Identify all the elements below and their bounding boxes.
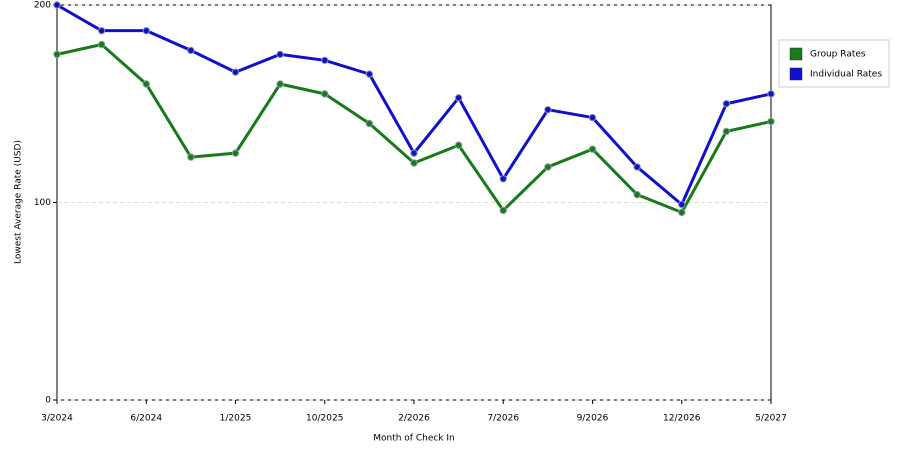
point <box>187 153 195 161</box>
series-line <box>56 3 772 206</box>
point <box>321 90 329 98</box>
point <box>53 1 61 9</box>
x-tick-label: 12/2026 <box>663 414 701 424</box>
point <box>678 208 686 217</box>
point <box>276 80 284 88</box>
y-tick-label: 200 <box>34 1 51 11</box>
x-tick-label: 9/2026 <box>577 414 609 424</box>
point <box>410 149 418 157</box>
point <box>142 26 150 35</box>
point <box>231 68 240 76</box>
legend-swatch <box>789 47 803 61</box>
point <box>499 206 507 215</box>
x-axis-label: Month of Check In <box>373 434 455 444</box>
point <box>142 80 150 88</box>
series-line <box>56 43 772 214</box>
point <box>365 70 374 78</box>
point <box>633 190 641 199</box>
x-tick-label: 1/2025 <box>220 414 252 424</box>
point <box>544 105 552 114</box>
x-tick-label: 6/2024 <box>130 414 162 424</box>
y-tick-label: 0 <box>45 396 51 406</box>
legend-label: Group Rates <box>810 50 866 60</box>
y-axis-label: Lowest Average Rate (USD) <box>14 140 24 264</box>
x-tick-label: 2/2026 <box>398 414 430 424</box>
point <box>53 50 61 59</box>
point <box>633 163 641 171</box>
x-tick-label: 3/2024 <box>41 414 73 424</box>
point <box>678 200 686 209</box>
point <box>722 100 731 108</box>
point <box>499 175 507 183</box>
x-tick-label: 5/2027 <box>755 414 787 424</box>
point <box>588 145 597 153</box>
point <box>767 90 775 98</box>
point <box>321 56 329 64</box>
point <box>97 26 106 35</box>
x-tick-label: 10/2025 <box>306 414 343 424</box>
y-tick-label: 100 <box>34 198 51 208</box>
point <box>410 159 418 167</box>
point <box>588 113 597 122</box>
legend-swatch <box>789 67 803 81</box>
point <box>276 50 284 59</box>
point <box>231 149 240 157</box>
point <box>767 117 775 126</box>
point <box>97 40 106 49</box>
point <box>544 163 552 171</box>
legend-label: Individual Rates <box>810 70 882 80</box>
x-tick-label: 7/2026 <box>487 414 519 424</box>
point <box>454 141 463 149</box>
point <box>454 94 463 102</box>
point <box>365 119 374 128</box>
point <box>187 46 195 55</box>
point <box>722 127 731 136</box>
